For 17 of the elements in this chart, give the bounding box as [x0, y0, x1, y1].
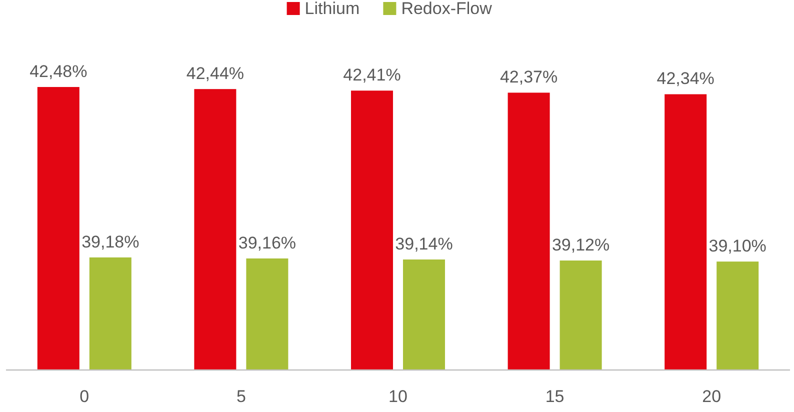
- x-tick-label: 15: [545, 387, 564, 406]
- x-tick-label: 20: [702, 387, 722, 406]
- data-label: 42,37%: [500, 68, 558, 87]
- data-label: 39,18%: [82, 232, 140, 252]
- data-label: 39,10%: [708, 236, 766, 256]
- data-label: 42,34%: [656, 69, 714, 88]
- data-label: 39,12%: [552, 236, 610, 255]
- x-tick-label: 0: [80, 387, 90, 406]
- data-label: 39,14%: [395, 234, 453, 254]
- x-tick-label: 10: [388, 387, 408, 406]
- data-label: 42,44%: [186, 64, 244, 84]
- x-tick-label: 5: [236, 387, 246, 406]
- data-label: 39,16%: [238, 233, 296, 252]
- legend-label: Redox-Flow: [401, 0, 493, 18]
- data-label: 42,41%: [343, 66, 401, 85]
- data-label: 42,48%: [30, 62, 88, 81]
- legend-label: Lithium: [304, 0, 360, 18]
